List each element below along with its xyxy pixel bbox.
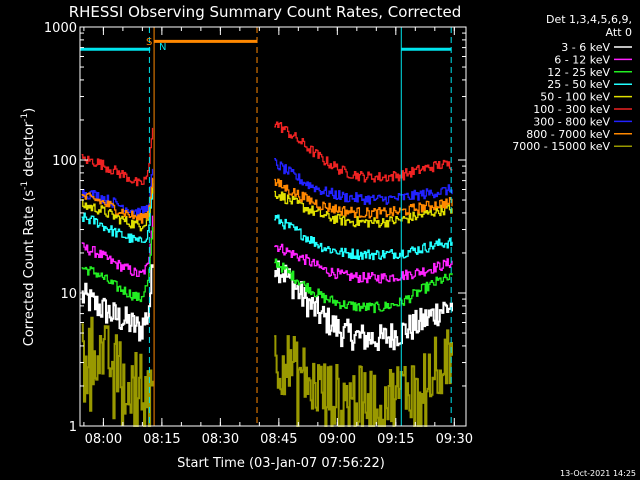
y-tick-label: 1000: [44, 21, 77, 36]
x-tick-label: 09:30: [436, 432, 473, 447]
x-tick-label: 08:00: [85, 432, 122, 447]
series-line-4-seg1: [81, 183, 154, 244]
series-line-9-seg1: [81, 316, 154, 427]
series-line-2-seg2: [274, 243, 453, 284]
x-axis-label: Start Time (03-Jan-07 07:56:22): [177, 456, 385, 471]
series-line-8-seg1: [81, 177, 154, 224]
observing-flag-bars: [80, 39, 452, 51]
series-line-1-seg2: [274, 260, 453, 351]
legend-label-5: 50 - 100 keV: [540, 91, 610, 104]
series-line-5-seg2: [274, 190, 453, 228]
plot-frame: [79, 26, 467, 427]
x-tick-label: 09:15: [377, 432, 414, 447]
y-axis-label-main: Corrected Count Rate (s: [22, 190, 37, 347]
y-axis-label-end: ): [22, 108, 37, 113]
x-tick-label: 08:15: [143, 432, 180, 447]
series-line-3-seg2: [274, 258, 453, 314]
y-axis-label-mid: detector: [22, 121, 37, 181]
legend-label-8: 800 - 7000 keV: [526, 128, 610, 141]
x-tick-label: 08:30: [202, 432, 239, 447]
series-line-6-seg2: [274, 121, 453, 183]
y-axis-label: Corrected Count Rate (s-1 detector-1): [20, 108, 37, 346]
legend-header-attenuator: Att 0: [606, 26, 632, 39]
legend-label-6: 100 - 300 keV: [533, 103, 610, 116]
legend-label-3: 12 - 25 keV: [547, 66, 610, 79]
series-line-3-seg1: [81, 226, 154, 303]
series-layer: [81, 121, 453, 427]
x-axis-ticks: 08:00 08:15 08:30 08:45 09:00 09:15 09:30: [83, 27, 473, 447]
series-line-8-seg2: [274, 178, 453, 219]
legend-label-2: 6 - 12 keV: [554, 53, 610, 66]
footer-timestamp: 13-Oct-2021 14:25: [560, 469, 636, 478]
y-axis-label-sup2: -1: [20, 113, 30, 122]
series-line-4-seg2: [274, 214, 453, 261]
series-line-9-seg2: [274, 329, 453, 427]
series-line-6-seg1: [81, 127, 154, 187]
legend-label-4: 25 - 50 keV: [547, 78, 610, 91]
y-tick-label: 100: [52, 154, 77, 169]
series-line-1-seg1: [81, 264, 154, 342]
series-line-7-seg1: [81, 168, 154, 219]
legend-header-detectors: Det 1,3,4,5,6,9,: [546, 13, 632, 26]
series-line-7-seg2: [274, 158, 453, 205]
legend-label-7: 300 - 800 keV: [533, 115, 610, 128]
y-tick-label: 10: [60, 287, 77, 302]
chart-title: RHESSI Observing Summary Count Rates, Co…: [69, 3, 462, 21]
y-axis-label-sup1: -1: [20, 181, 30, 190]
series-line-2-seg1: [81, 215, 154, 278]
x-tick-label: 09:00: [319, 432, 356, 447]
legend-label-1: 3 - 6 keV: [561, 41, 610, 54]
legend-label-9: 7000 - 15000 keV: [512, 140, 610, 153]
marker-n-label: N: [159, 42, 166, 53]
y-tick-label: 1: [69, 420, 77, 435]
x-tick-label: 08:45: [260, 432, 297, 447]
y-axis-ticks: 1 10 100 1000: [44, 21, 466, 435]
marker-s-label: S: [146, 37, 152, 48]
